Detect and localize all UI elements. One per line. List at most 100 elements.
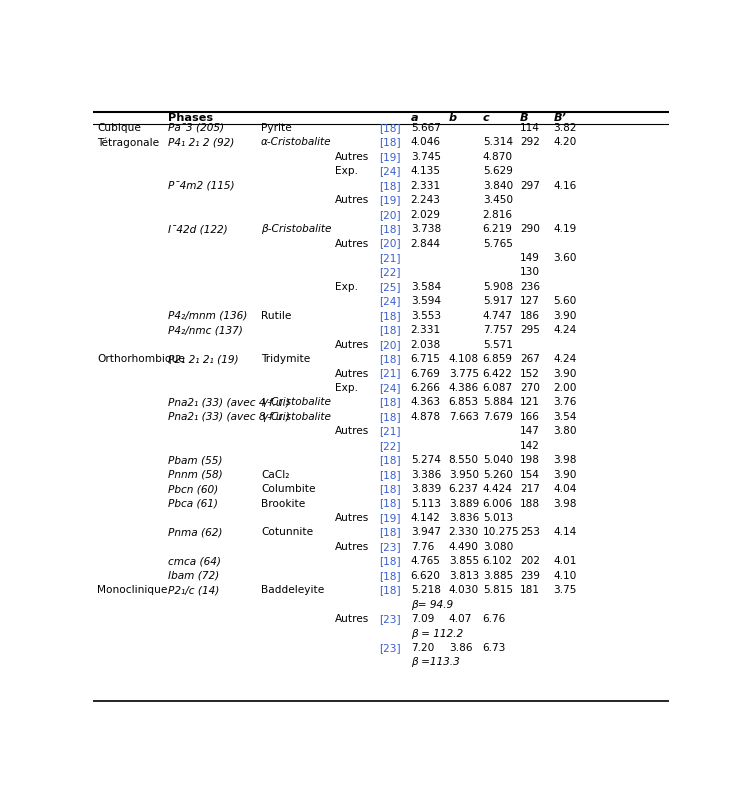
- Text: 3.90: 3.90: [554, 470, 577, 480]
- Text: cmca (64): cmca (64): [168, 556, 221, 566]
- Text: 6.73: 6.73: [483, 643, 506, 653]
- Text: 202: 202: [520, 556, 540, 566]
- Text: 5.815: 5.815: [483, 585, 513, 595]
- Text: [19]: [19]: [379, 513, 400, 523]
- Text: γ-Cristobalite: γ-Cristobalite: [261, 397, 331, 408]
- Text: 3.60: 3.60: [554, 253, 577, 263]
- Text: 3.745: 3.745: [411, 152, 441, 162]
- Text: 4.747: 4.747: [483, 310, 513, 321]
- Text: β =113.3: β =113.3: [411, 657, 459, 668]
- Text: 3.885: 3.885: [483, 571, 513, 581]
- Text: 2.038: 2.038: [411, 340, 441, 350]
- Text: β = 112.2: β = 112.2: [411, 629, 463, 638]
- Text: 5.571: 5.571: [483, 340, 513, 350]
- Text: Cotunnite: Cotunnite: [261, 528, 313, 537]
- Text: Pna2₁ (33) (avec 8 f.u.): Pna2₁ (33) (avec 8 f.u.): [168, 412, 290, 422]
- Text: β-Cristobalite: β-Cristobalite: [261, 224, 331, 234]
- Text: 166: 166: [520, 412, 540, 422]
- Text: 154: 154: [520, 470, 540, 480]
- Text: a: a: [411, 113, 418, 123]
- Text: [18]: [18]: [379, 397, 400, 408]
- Text: 4.20: 4.20: [554, 137, 577, 148]
- Text: 114: 114: [520, 123, 540, 133]
- Text: [20]: [20]: [379, 209, 400, 220]
- Text: [18]: [18]: [379, 470, 400, 480]
- Text: 2.00: 2.00: [554, 383, 577, 393]
- Text: 4.108: 4.108: [449, 354, 478, 364]
- Text: 5.260: 5.260: [483, 470, 513, 480]
- Text: 5.113: 5.113: [411, 498, 441, 509]
- Text: 295: 295: [520, 325, 540, 335]
- Text: [22]: [22]: [379, 441, 400, 451]
- Text: 6.087: 6.087: [483, 383, 513, 393]
- Text: 5.013: 5.013: [483, 513, 513, 523]
- Text: 4.07: 4.07: [449, 614, 472, 624]
- Text: 6.102: 6.102: [483, 556, 513, 566]
- Text: 6.76: 6.76: [483, 614, 506, 624]
- Text: 6.620: 6.620: [411, 571, 441, 581]
- Text: Exp.: Exp.: [334, 383, 357, 393]
- Text: 4.19: 4.19: [554, 224, 577, 234]
- Text: [23]: [23]: [379, 643, 400, 653]
- Text: 270: 270: [520, 383, 540, 393]
- Text: 6.853: 6.853: [449, 397, 478, 408]
- Text: [19]: [19]: [379, 195, 400, 205]
- Text: [24]: [24]: [379, 383, 400, 393]
- Text: B’: B’: [554, 113, 566, 123]
- Text: 4.030: 4.030: [449, 585, 479, 595]
- Text: 7.76: 7.76: [411, 542, 434, 552]
- Text: 6.219: 6.219: [483, 224, 513, 234]
- Text: 6.769: 6.769: [411, 369, 441, 378]
- Text: [18]: [18]: [379, 484, 400, 494]
- Text: 4.424: 4.424: [483, 484, 513, 494]
- Text: 4.870: 4.870: [483, 152, 513, 162]
- Text: 6.715: 6.715: [411, 354, 441, 364]
- Text: [25]: [25]: [379, 282, 400, 292]
- Text: 5.274: 5.274: [411, 455, 441, 465]
- Text: Autres: Autres: [334, 614, 369, 624]
- Text: 4.386: 4.386: [449, 383, 478, 393]
- Text: [18]: [18]: [379, 325, 400, 335]
- Text: 3.836: 3.836: [449, 513, 479, 523]
- Text: 3.98: 3.98: [554, 498, 577, 509]
- Text: Pa¯3 (205): Pa¯3 (205): [168, 123, 224, 133]
- Text: 2.330: 2.330: [449, 528, 479, 537]
- Text: Autres: Autres: [334, 152, 369, 162]
- Text: 4.10: 4.10: [554, 571, 577, 581]
- Text: [18]: [18]: [379, 123, 400, 133]
- Text: [18]: [18]: [379, 556, 400, 566]
- Text: 4.135: 4.135: [411, 166, 441, 176]
- Text: 188: 188: [520, 498, 540, 509]
- Text: Pnma (62): Pnma (62): [168, 528, 222, 537]
- Text: 236: 236: [520, 282, 540, 292]
- Text: 3.80: 3.80: [554, 427, 577, 436]
- Text: 7.20: 7.20: [411, 643, 434, 653]
- Text: [18]: [18]: [379, 455, 400, 465]
- Text: [20]: [20]: [379, 239, 400, 249]
- Text: Autres: Autres: [334, 340, 369, 350]
- Text: 3.584: 3.584: [411, 282, 441, 292]
- Text: 121: 121: [520, 397, 540, 408]
- Text: Phases: Phases: [168, 113, 212, 123]
- Text: 7.757: 7.757: [483, 325, 513, 335]
- Text: 6.859: 6.859: [483, 354, 513, 364]
- Text: 10.275: 10.275: [483, 528, 519, 537]
- Text: 6.266: 6.266: [411, 383, 441, 393]
- Text: Exp.: Exp.: [334, 166, 357, 176]
- Text: Autres: Autres: [334, 427, 369, 436]
- Text: [18]: [18]: [379, 528, 400, 537]
- Text: Monoclinique: Monoclinique: [97, 585, 168, 595]
- Text: 3.90: 3.90: [554, 369, 577, 378]
- Text: P2₁/c (14): P2₁/c (14): [168, 585, 219, 595]
- Text: Autres: Autres: [334, 239, 369, 249]
- Text: 5.314: 5.314: [483, 137, 513, 148]
- Text: [24]: [24]: [379, 166, 400, 176]
- Text: [18]: [18]: [379, 354, 400, 364]
- Text: [19]: [19]: [379, 152, 400, 162]
- Text: 3.98: 3.98: [554, 455, 577, 465]
- Text: 253: 253: [520, 528, 540, 537]
- Text: 4.16: 4.16: [554, 181, 577, 190]
- Text: 142: 142: [520, 441, 540, 451]
- Text: P4₂/nmc (137): P4₂/nmc (137): [168, 325, 243, 335]
- Text: P2₁ 2₁ 2₁ (19): P2₁ 2₁ 2₁ (19): [168, 354, 239, 364]
